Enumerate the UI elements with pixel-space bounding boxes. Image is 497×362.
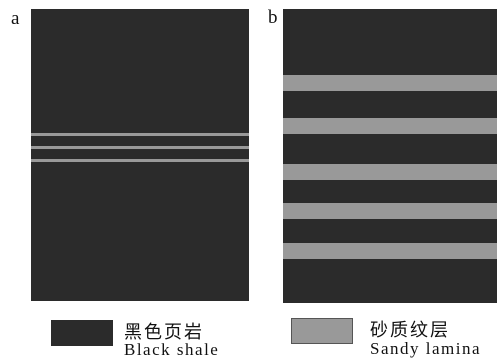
legend-sandy-lamina-en: Sandy lamina <box>370 339 482 358</box>
sandy-lamina-thick <box>283 118 497 134</box>
sandy-lamina-thick <box>283 243 497 259</box>
sandy-lamina-thick <box>283 164 497 180</box>
legend-black-shale-zh: 黑色页岩 <box>124 322 204 343</box>
panel-a-black-shale <box>31 9 249 301</box>
legend-sandy-lamina-zh: 砂质纹层 <box>370 320 450 341</box>
sandy-lamina-thick <box>283 203 497 219</box>
legend-sandy-lamina-swatch <box>291 318 353 344</box>
panel-b-black-shale <box>283 9 497 303</box>
legend-black-shale-swatch <box>51 320 113 346</box>
sandy-lamina-thick <box>283 75 497 91</box>
sandy-lamina-thin <box>31 146 249 149</box>
sandy-lamina-thin <box>31 133 249 136</box>
panel-b-label: b <box>268 7 278 28</box>
legend-black-shale-en: Black shale <box>124 340 220 359</box>
panel-a-label: a <box>11 8 20 29</box>
sandy-lamina-thin <box>31 159 249 162</box>
